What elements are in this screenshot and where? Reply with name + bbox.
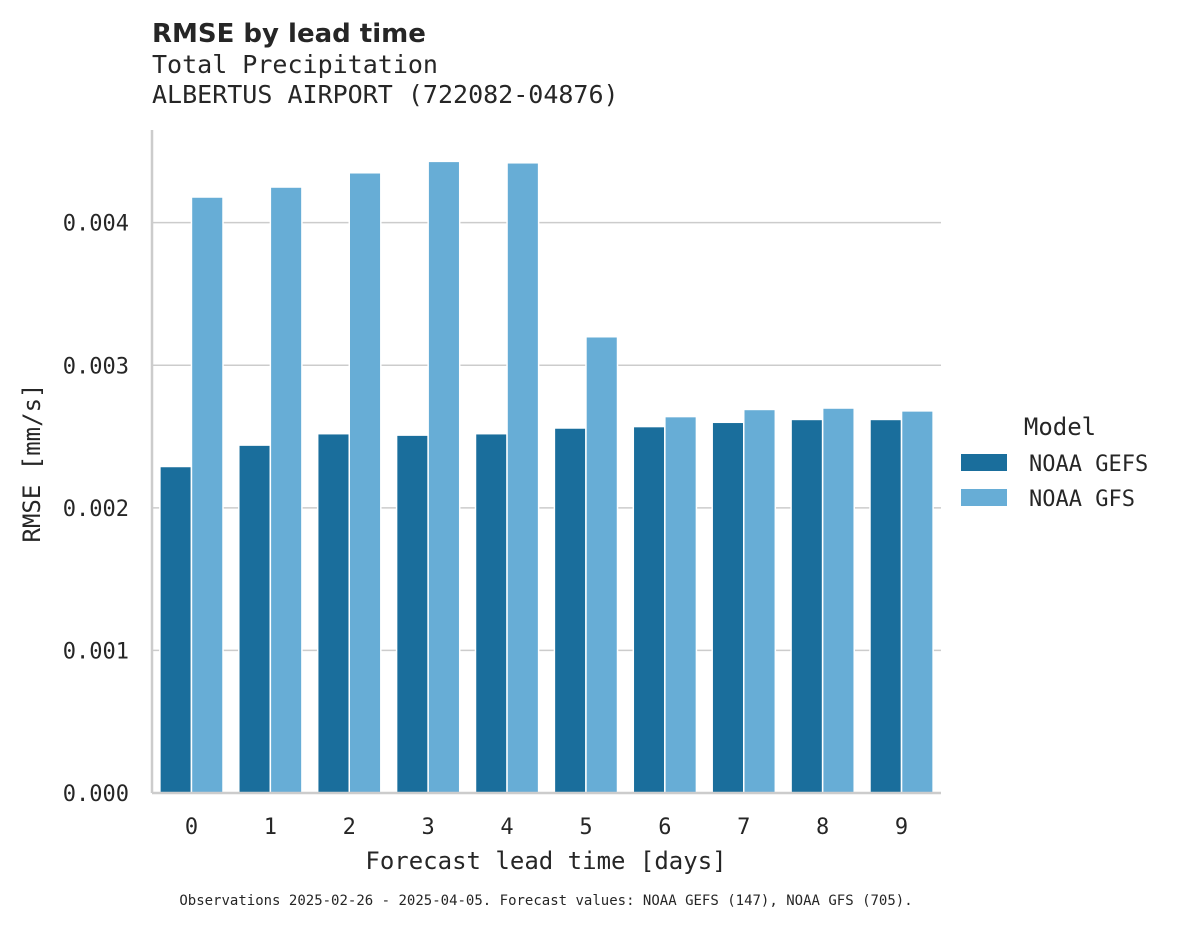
- bar-noaa-gfs-day-0: [190, 196, 224, 794]
- bar-noaa-gfs-day-7: [743, 408, 777, 794]
- y-tick-label: 0.000: [63, 782, 129, 807]
- x-tick-label: 8: [816, 815, 829, 840]
- x-tick-label: 5: [579, 815, 592, 840]
- bar-noaa-gefs-day-5: [553, 427, 587, 794]
- y-tick-label: 0.003: [63, 354, 129, 379]
- bar-noaa-gfs-day-1: [269, 186, 303, 794]
- legend: Model NOAA GEFS NOAA GFS: [961, 413, 1148, 512]
- chart-subtitle-variable: Total Precipitation: [152, 50, 438, 79]
- legend-swatch-noaa-gfs: [961, 489, 1007, 506]
- legend-title: Model: [1024, 413, 1096, 441]
- bar-noaa-gefs-day-4: [474, 432, 508, 794]
- x-tick-label: 4: [500, 815, 513, 840]
- bar-noaa-gefs-day-3: [395, 434, 429, 794]
- x-tick-label: 1: [264, 815, 277, 840]
- legend-label-noaa-gefs: NOAA GEFS: [1029, 452, 1148, 477]
- bar-noaa-gefs-day-6: [632, 425, 666, 794]
- bar-noaa-gefs-day-8: [790, 418, 824, 794]
- bars: [159, 160, 934, 794]
- bar-noaa-gfs-day-5: [585, 335, 619, 794]
- bar-noaa-gefs-day-1: [238, 444, 272, 794]
- bar-noaa-gfs-day-2: [348, 172, 382, 794]
- x-tick-label: 0: [185, 815, 198, 840]
- x-axis-label: Forecast lead time [days]: [365, 847, 726, 875]
- bar-noaa-gfs-day-3: [427, 160, 461, 794]
- x-tick-label: 2: [343, 815, 356, 840]
- bar-noaa-gfs-day-6: [664, 415, 698, 794]
- x-tick-label: 6: [658, 815, 671, 840]
- bar-noaa-gefs-day-2: [316, 432, 351, 794]
- legend-swatch-noaa-gefs: [961, 454, 1007, 471]
- chart-subtitle-station: ALBERTUS AIRPORT (722082-04876): [152, 80, 619, 109]
- bar-noaa-gefs-day-9: [869, 418, 903, 794]
- footnote: Observations 2025-02-26 - 2025-04-05. Fo…: [179, 893, 912, 909]
- bar-noaa-gfs-day-4: [506, 162, 540, 794]
- x-tick-label: 7: [737, 815, 750, 840]
- axes: [150, 130, 941, 795]
- y-tick-label: 0.001: [63, 639, 129, 664]
- bar-noaa-gfs-day-9: [900, 410, 934, 794]
- y-axis-label: RMSE [mm/s]: [18, 384, 46, 543]
- x-tick-label: 3: [422, 815, 435, 840]
- tick-labels: 0.000 0.001 0.002 0.003 0.004 0 1 2 3 4 5 6 7 8 9: [63, 212, 908, 840]
- bar-noaa-gefs-day-7: [711, 421, 745, 794]
- x-tick-label: 9: [895, 815, 908, 840]
- bar-noaa-gefs-day-0: [159, 465, 193, 794]
- bar-noaa-gfs-day-8: [821, 407, 855, 794]
- chart-title: RMSE by lead time: [152, 19, 426, 49]
- y-tick-label: 0.002: [63, 497, 129, 522]
- legend-label-noaa-gfs: NOAA GFS: [1029, 487, 1135, 512]
- y-tick-label: 0.004: [63, 212, 129, 237]
